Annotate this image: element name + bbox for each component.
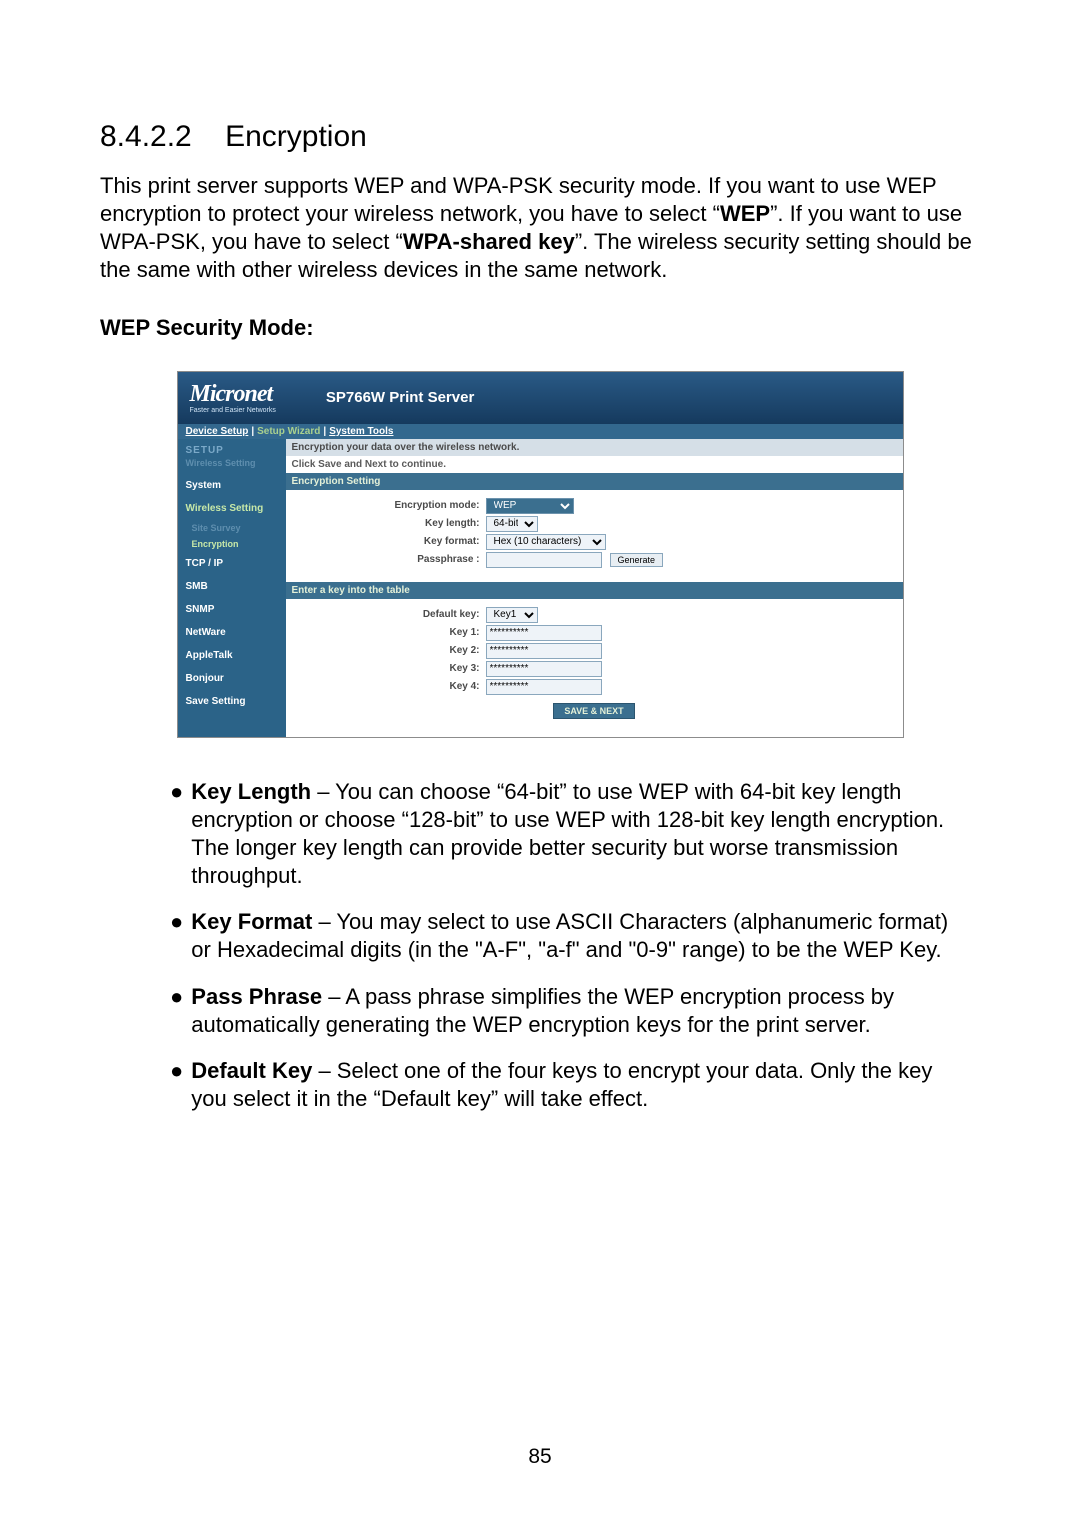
intro-paragraph: This print server supports WEP and WPA-P… [100,172,980,285]
bullet-default-key: ● Default Key – Select one of the four k… [170,1057,960,1113]
bullet-term: Key Format [191,909,312,934]
bullet-term: Pass Phrase [191,984,322,1009]
row-passphrase: Passphrase : Generate [294,552,895,568]
row-key3: Key 3: [294,661,895,677]
section-title: Encryption [225,120,367,153]
bullet-text: Key Format – You may select to use ASCII… [191,908,960,964]
bullet-dot-icon: ● [170,778,183,891]
label-passphrase: Passphrase : [294,554,486,565]
select-encryption-mode[interactable]: WEP [486,498,574,514]
bullet-dot-icon: ● [170,1057,183,1113]
input-key4[interactable] [486,679,602,695]
label-key3: Key 3: [294,663,486,674]
label-key-length: Key length: [294,518,486,529]
row-key2: Key 2: [294,643,895,659]
intro-bold-wpa: WPA-shared key [403,229,575,254]
tab-system-tools[interactable]: System Tools [329,426,393,437]
sidebar-item-netware[interactable]: NetWare [178,621,286,644]
bullet-list: ● Key Length – You can choose “64-bit” t… [100,778,980,1114]
select-default-key[interactable]: Key1 [486,607,538,623]
bar-encryption-setting: Encryption Setting [286,473,903,490]
tab-sep: | [323,426,326,437]
tab-setup-wizard[interactable]: Setup Wizard [257,426,320,437]
sidebar-sub-encryption[interactable]: Encryption [178,536,286,552]
screenshot-body: SETUP Wireless Setting System Wireless S… [178,439,903,737]
tab-device-setup[interactable]: Device Setup [186,426,249,437]
form-keys: Default key: Key1 Key 1: Key 2: Key 3: [286,599,903,737]
sidebar-group-wireless: Wireless Setting [178,458,286,474]
sidebar: SETUP Wireless Setting System Wireless S… [178,439,286,737]
logo-tagline: Faster and Easier Networks [190,407,276,414]
save-row: SAVE & NEXT [294,697,895,725]
row-default-key: Default key: Key1 [294,607,895,623]
main-desc-2: Click Save and Next to continue. [286,456,903,473]
bullet-text: Key Length – You can choose “64-bit” to … [191,778,960,891]
section-heading: 8.4.2.2 Encryption [100,120,980,154]
bullet-dot-icon: ● [170,983,183,1039]
label-default-key: Default key: [294,609,486,620]
sidebar-group-setup: SETUP [178,443,286,458]
product-title: SP766W Print Server [326,389,474,406]
input-key2[interactable] [486,643,602,659]
label-key4: Key 4: [294,681,486,692]
main-panel: Encryption your data over the wireless n… [286,439,903,737]
router-screenshot: Micronet Faster and Easier Networks SP76… [177,371,904,738]
bar-enter-key: Enter a key into the table [286,582,903,599]
bullet-dot-icon: ● [170,908,183,964]
row-key-format: Key format: Hex (10 characters) [294,534,895,550]
document-page: 8.4.2.2 Encryption This print server sup… [0,0,1080,1529]
sidebar-item-tcpip[interactable]: TCP / IP [178,552,286,575]
wep-subheading: WEP Security Mode: [100,315,980,341]
form-encryption-setting: Encryption mode: WEP Key length: 64-bit … [286,490,903,582]
sidebar-item-wireless-setting[interactable]: Wireless Setting [178,497,286,520]
label-key2: Key 2: [294,645,486,656]
sidebar-item-snmp[interactable]: SNMP [178,598,286,621]
input-key1[interactable] [486,625,602,641]
save-next-button[interactable]: SAVE & NEXT [553,703,634,719]
bullet-key-format: ● Key Format – You may select to use ASC… [170,908,960,964]
input-key3[interactable] [486,661,602,677]
row-encryption-mode: Encryption mode: WEP [294,498,895,514]
select-key-length[interactable]: 64-bit [486,516,538,532]
generate-button[interactable]: Generate [610,553,664,567]
input-passphrase[interactable] [486,552,602,568]
row-key1: Key 1: [294,625,895,641]
label-key1: Key 1: [294,627,486,638]
sidebar-item-system[interactable]: System [178,474,286,497]
bullet-term: Default Key [191,1058,312,1083]
bullet-key-length: ● Key Length – You can choose “64-bit” t… [170,778,960,891]
sidebar-item-appletalk[interactable]: AppleTalk [178,644,286,667]
screenshot-header: Micronet Faster and Easier Networks SP76… [178,372,903,424]
intro-bold-wep: WEP [720,201,770,226]
sidebar-item-bonjour[interactable]: Bonjour [178,667,286,690]
tab-sep: | [251,426,254,437]
sidebar-item-smb[interactable]: SMB [178,575,286,598]
bullet-text: Pass Phrase – A pass phrase simplifies t… [191,983,960,1039]
main-desc-1: Encryption your data over the wireless n… [286,439,903,456]
page-number: 85 [0,1445,1080,1469]
bullet-term: Key Length [191,779,311,804]
bullet-text: Default Key – Select one of the four key… [191,1057,960,1113]
sidebar-item-save-setting[interactable]: Save Setting [178,690,286,713]
label-encryption-mode: Encryption mode: [294,500,486,511]
row-key4: Key 4: [294,679,895,695]
bullet-pass-phrase: ● Pass Phrase – A pass phrase simplifies… [170,983,960,1039]
section-number: 8.4.2.2 [100,120,192,153]
top-tabs: Device Setup|Setup Wizard|System Tools [178,424,903,439]
label-key-format: Key format: [294,536,486,547]
logo-text: Micronet [190,382,276,406]
row-key-length: Key length: 64-bit [294,516,895,532]
sidebar-sub-site-survey[interactable]: Site Survey [178,520,286,536]
select-key-format[interactable]: Hex (10 characters) [486,534,606,550]
logo-block: Micronet Faster and Easier Networks [190,382,276,414]
